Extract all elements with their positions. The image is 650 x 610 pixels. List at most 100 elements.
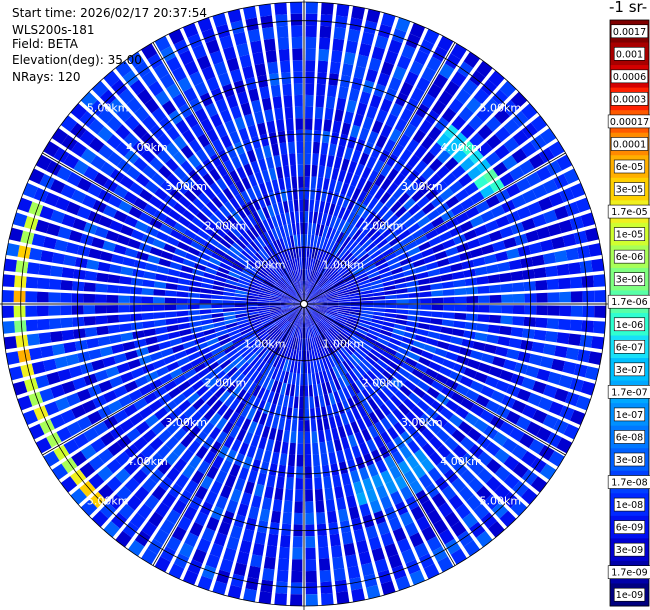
range-gate: [250, 356, 260, 367]
range-gate: [133, 436, 148, 451]
range-gate: [290, 2, 303, 14]
range-gate: [266, 378, 275, 391]
range-gate: [84, 327, 98, 338]
range-gate: [465, 313, 478, 322]
range-gate: [306, 257, 309, 270]
range-gate: [289, 285, 298, 295]
range-gate: [295, 270, 299, 282]
range-gate: [333, 338, 343, 349]
range-gate: [338, 265, 349, 275]
range-gate: [290, 431, 297, 444]
range-gate: [304, 153, 311, 165]
range-gate: [38, 332, 52, 345]
range-gate: [200, 118, 214, 133]
ring-label: 1.00km: [244, 337, 286, 350]
range-gate: [386, 182, 399, 196]
range-gate: [345, 278, 357, 285]
range-gate: [241, 250, 252, 260]
range-gate: [142, 165, 157, 179]
range-gate: [273, 285, 285, 293]
range-gate: [35, 437, 52, 454]
range-gate: [292, 536, 303, 548]
range-gate: [275, 344, 283, 356]
range-gate: [220, 134, 233, 149]
range-gate: [190, 357, 204, 368]
range-gate: [355, 364, 366, 376]
range-gate: [491, 89, 509, 106]
range-gate: [222, 173, 234, 187]
range-gate: [591, 336, 605, 350]
range-gate: [243, 350, 255, 362]
range-gate: [394, 246, 408, 256]
range-gate: [223, 46, 237, 61]
range-gate: [270, 341, 279, 353]
range-gate: [297, 315, 301, 327]
range-gate: [305, 118, 313, 130]
range-gate: [247, 260, 259, 270]
range-gate: [115, 60, 132, 78]
range-gate: [444, 511, 460, 528]
range-gate: [73, 433, 89, 449]
range-gate: [219, 558, 234, 573]
range-gate: [236, 256, 248, 266]
range-gate: [413, 175, 427, 189]
range-gate: [322, 464, 331, 478]
range-gate: [63, 254, 77, 267]
range-gate: [390, 377, 403, 389]
range-gate: [264, 486, 274, 499]
range-gate: [258, 158, 268, 172]
range-gate: [338, 349, 348, 361]
range-gate: [234, 293, 247, 298]
range-gate: [20, 363, 35, 378]
range-gate: [243, 379, 253, 392]
range-gate: [453, 363, 467, 374]
range-gate: [157, 460, 172, 475]
range-gate: [277, 393, 285, 407]
range-gate: [262, 281, 274, 288]
range-gate: [199, 293, 212, 299]
range-gate: [6, 243, 20, 257]
range-gate: [106, 116, 123, 132]
range-gate: [336, 364, 345, 377]
range-gate: [348, 286, 360, 292]
range-gate: [298, 246, 302, 258]
range-gate: [395, 319, 408, 326]
range-gate: [98, 448, 114, 464]
range-gate: [180, 235, 193, 246]
range-gate: [57, 368, 72, 382]
range-gate: [105, 230, 120, 242]
colorbar-tick-label: 6e-07: [616, 342, 643, 353]
range-gate: [227, 9, 242, 24]
range-gate: [358, 235, 370, 247]
range-gate: [50, 384, 65, 399]
range-gate: [88, 118, 105, 135]
range-gate: [255, 329, 267, 338]
range-gate: [485, 194, 500, 208]
range-gate: [223, 159, 235, 173]
range-gate: [283, 224, 290, 237]
range-gate: [278, 251, 285, 263]
range-gate: [252, 343, 263, 353]
range-gate: [459, 347, 472, 357]
range-gate: [243, 431, 254, 445]
range-gate: [209, 214, 222, 226]
range-gate: [308, 211, 314, 224]
range-gate: [288, 454, 296, 467]
range-gate: [365, 68, 378, 83]
range-gate: [35, 219, 50, 234]
range-gate: [209, 50, 224, 65]
range-gate: [103, 70, 120, 87]
range-gate: [321, 318, 331, 328]
range-gate: [333, 391, 341, 404]
range-gate: [48, 278, 62, 290]
range-gate: [210, 480, 223, 495]
range-gate: [166, 236, 180, 247]
range-gate: [213, 351, 226, 361]
range-gate: [547, 292, 560, 303]
range-gate: [294, 211, 300, 224]
range-gate: [258, 436, 268, 450]
range-gate: [326, 307, 339, 311]
range-gate: [421, 151, 436, 166]
range-gate: [542, 414, 558, 429]
range-gate: [281, 307, 293, 311]
